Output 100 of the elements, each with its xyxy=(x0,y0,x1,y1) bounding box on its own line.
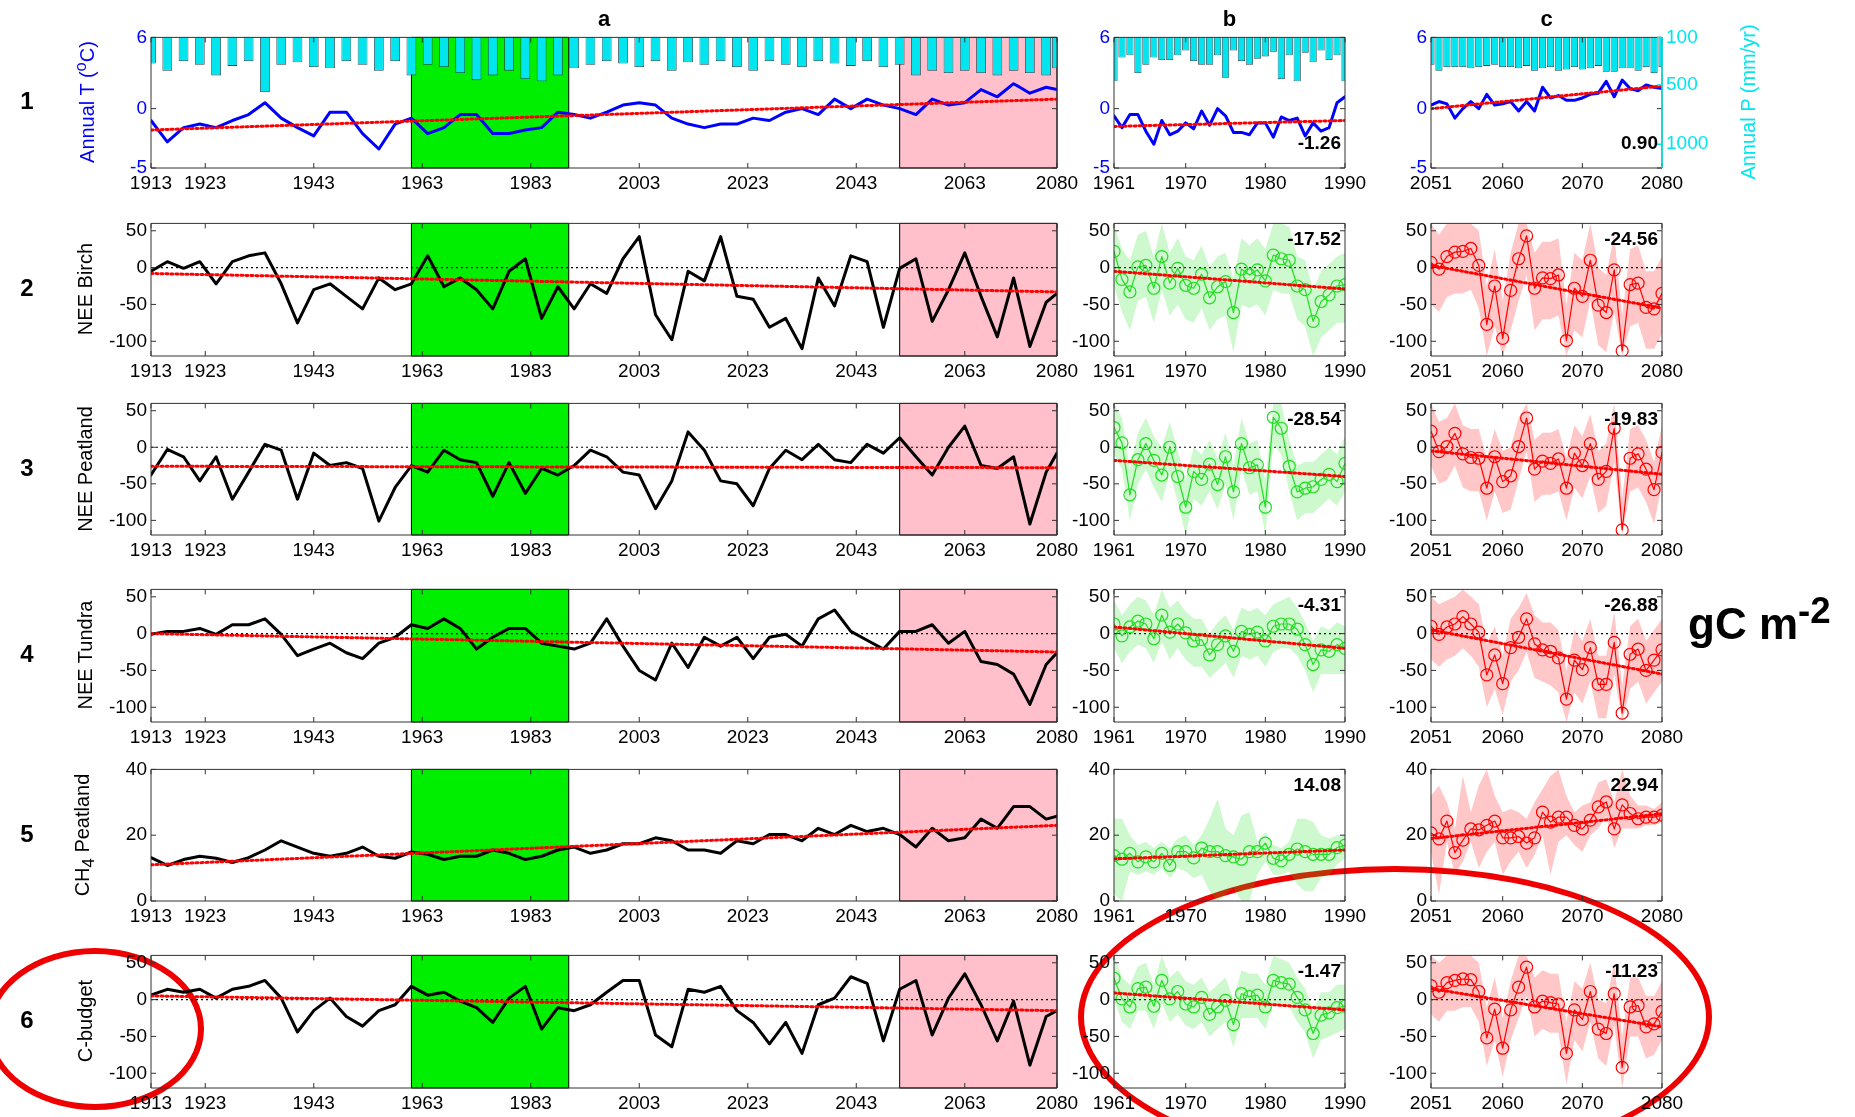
point xyxy=(1432,627,1446,641)
point xyxy=(1179,997,1193,1011)
point xyxy=(1448,846,1462,860)
point xyxy=(1519,229,1534,243)
point xyxy=(1163,625,1177,639)
point xyxy=(1155,468,1169,482)
point xyxy=(1519,411,1534,425)
y-axis-title: C-budget xyxy=(74,979,96,1063)
point xyxy=(1615,1060,1629,1074)
y-tick-label: 0 xyxy=(1099,621,1110,643)
point xyxy=(1519,960,1534,974)
point xyxy=(1123,1000,1137,1014)
point xyxy=(1535,994,1550,1008)
y-tick-label: -50 xyxy=(119,1024,147,1046)
y-tick-label: 40 xyxy=(1405,757,1427,779)
point xyxy=(1543,815,1558,829)
x-tick-label: 2080 xyxy=(1035,538,1079,560)
y-tick-label: 50 xyxy=(1405,398,1427,420)
point xyxy=(1266,248,1280,262)
x-tick-label: 2080 xyxy=(1640,538,1684,560)
x-tick-label: 1990 xyxy=(1323,538,1367,560)
point xyxy=(1234,987,1249,1001)
x-tick-label: 1963 xyxy=(401,904,444,926)
y-tick-label: -100 xyxy=(1071,329,1110,351)
point xyxy=(1647,1017,1661,1031)
annotation: 22.94 xyxy=(1609,774,1658,796)
point xyxy=(1504,283,1518,298)
point xyxy=(1456,447,1470,461)
x-tick-label: 1943 xyxy=(292,359,335,381)
y-tick-label: 40 xyxy=(125,757,147,779)
y-tick-label: -100 xyxy=(1388,508,1427,530)
text: gC m$^{-2}$ xyxy=(1688,590,1831,649)
text: 2 xyxy=(19,274,35,302)
point xyxy=(1266,410,1280,424)
point xyxy=(1258,274,1272,288)
x-tick-label: 2080 xyxy=(1640,359,1684,381)
point xyxy=(1583,437,1597,451)
point xyxy=(1639,663,1653,678)
annotation: -4.31 xyxy=(1296,594,1341,616)
annotation: 0.90 xyxy=(1620,132,1658,154)
point xyxy=(1274,617,1288,631)
x-tick-label: 2063 xyxy=(943,1091,986,1113)
y-tick-label: 0 xyxy=(1416,621,1427,643)
point xyxy=(1535,454,1550,468)
point xyxy=(1464,822,1478,836)
point xyxy=(1242,268,1257,282)
point xyxy=(1488,450,1502,464)
point xyxy=(1306,314,1320,328)
point xyxy=(1543,456,1558,470)
x-tick-label: 1943 xyxy=(292,171,335,193)
point xyxy=(1543,272,1558,286)
y-tick-label: 50 xyxy=(125,585,147,606)
point xyxy=(1131,855,1145,869)
point xyxy=(1195,632,1209,647)
point xyxy=(1440,439,1454,454)
point xyxy=(1607,635,1621,650)
point xyxy=(1456,244,1470,258)
point xyxy=(1131,981,1145,996)
point xyxy=(1472,984,1486,999)
x-tick-label: 2070 xyxy=(1561,725,1604,747)
point xyxy=(1623,647,1637,661)
point xyxy=(1282,617,1296,631)
y-tick-label: -100 xyxy=(1388,1061,1427,1083)
point xyxy=(1472,451,1486,465)
point xyxy=(1147,999,1161,1013)
x-tick-label: 2051 xyxy=(1409,1091,1453,1113)
y-tick-label: 50 xyxy=(1088,585,1110,606)
y-tick-label: 0 xyxy=(1416,255,1427,277)
point xyxy=(1567,653,1581,667)
y-tick-label: 0 xyxy=(1099,255,1110,277)
point xyxy=(1163,858,1177,873)
x-tick-label: 1970 xyxy=(1164,538,1207,560)
point xyxy=(1187,281,1201,295)
point xyxy=(1432,985,1446,999)
x-tick-label: 2023 xyxy=(726,359,769,381)
x-tick-label: 2080 xyxy=(1035,171,1079,193)
point xyxy=(1123,846,1137,860)
x-tick-label: 1983 xyxy=(509,538,552,560)
x-tick-label: 2080 xyxy=(1035,359,1079,381)
point xyxy=(1202,291,1217,305)
y-tick-label: -100 xyxy=(1071,695,1110,717)
y-tick-label: 50 xyxy=(1405,951,1427,972)
point xyxy=(1512,439,1526,454)
point xyxy=(1187,1000,1201,1014)
x-tick-label: 2063 xyxy=(943,904,986,926)
y2-axis-title: Annual P (mm/yr) xyxy=(1737,24,1759,180)
point xyxy=(1496,475,1510,489)
x-tick-label: 1980 xyxy=(1244,1091,1287,1113)
point xyxy=(1591,800,1605,814)
point xyxy=(1322,288,1336,302)
point xyxy=(1647,483,1661,497)
x-tick-label: 2080 xyxy=(1035,904,1079,926)
x-tick-label: 2060 xyxy=(1481,1091,1524,1113)
point xyxy=(1218,629,1233,643)
point xyxy=(1171,261,1185,275)
point xyxy=(1298,283,1312,297)
y-tick-label: -50 xyxy=(1399,658,1427,680)
x-tick-label: 2060 xyxy=(1481,171,1524,193)
chart-title: c xyxy=(1539,6,1554,32)
point xyxy=(1226,644,1241,658)
